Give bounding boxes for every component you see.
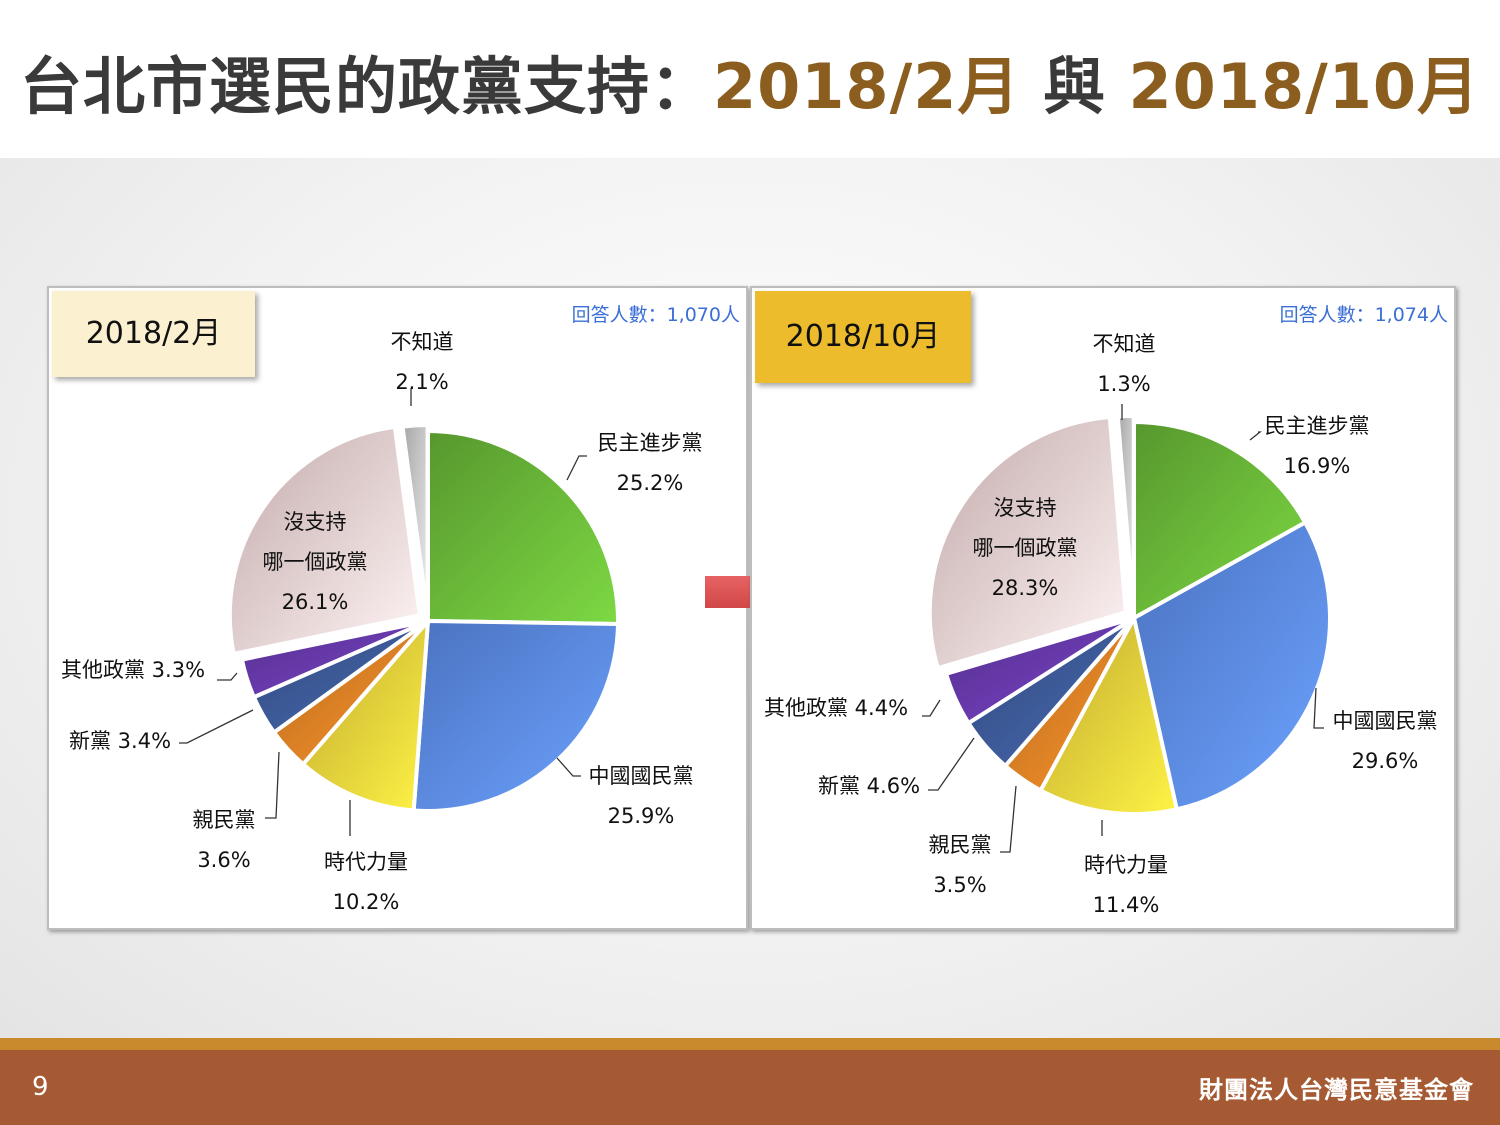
leader-line	[217, 672, 238, 681]
label-dpp-name: 民主進步黨	[597, 431, 703, 455]
label-kmt-value: 29.6%	[1351, 749, 1419, 773]
period-label-feb: 2018/2月	[52, 291, 255, 377]
leader-line	[566, 455, 587, 481]
leader-line	[179, 709, 254, 744]
period-label-oct: 2018/10月	[755, 291, 971, 383]
footer: 9 財團法人台灣民意基金會	[0, 1050, 1500, 1125]
label-unknown-feb: 不知道 2.1%	[372, 322, 472, 402]
pie-slice-1	[1132, 420, 1308, 620]
page-number: 9	[32, 1072, 49, 1102]
leader-line	[265, 751, 280, 819]
label-dpp-value: 25.2%	[616, 471, 684, 495]
label-dpp-oct: 民主進步黨 16.9%	[1252, 406, 1382, 486]
footer-accent-line	[0, 1038, 1500, 1050]
pie-slice-2	[1132, 520, 1332, 812]
label-none-oct: 沒支持 哪一個政黨 28.3%	[955, 488, 1095, 608]
label-kmt-value: 25.9%	[607, 804, 675, 828]
respondents-oct: 回答人數：1,074人	[1279, 304, 1448, 326]
label-unknown-value: 1.3%	[1097, 372, 1151, 396]
title-period-2: 2018/10月	[1128, 50, 1481, 123]
chart-panel-feb: 2018/2月 回答人數：1,070人 不知道 2.1% 民主進步黨 25.2%…	[47, 286, 748, 930]
title-period-1: 2018/2月	[713, 50, 1021, 123]
label-other-oct: 其他政黨 4.4%	[764, 696, 909, 720]
label-dpp-feb: 民主進步黨 25.2%	[585, 423, 715, 503]
pie-slice-2	[411, 619, 620, 813]
label-none-line2: 哪一個政黨	[972, 536, 1078, 560]
label-pfp-value: 3.6%	[197, 848, 251, 872]
label-dpp-name: 民主進步黨	[1264, 414, 1370, 438]
label-unknown-oct: 不知道 1.3%	[1074, 324, 1174, 404]
pie-slice-6	[239, 619, 430, 700]
leader-line	[556, 757, 581, 777]
label-npp-feb: 時代力量 10.2%	[311, 842, 421, 922]
label-npp-name: 時代力量	[1084, 853, 1168, 877]
label-other-feb: 其他政黨 3.3%	[61, 658, 206, 682]
label-none-line2: 哪一個政黨	[262, 550, 368, 574]
leader-line	[1249, 431, 1262, 441]
label-unknown-name: 不知道	[1092, 332, 1156, 356]
label-none-line1: 沒支持	[993, 496, 1057, 520]
pie-slice-6	[944, 616, 1136, 726]
label-npp-value: 11.4%	[1092, 893, 1160, 917]
organization-name: 財團法人台灣民意基金會	[1199, 1076, 1474, 1104]
pie-chart-oct	[922, 404, 1332, 853]
label-kmt-name: 中國國民黨	[588, 764, 694, 788]
label-none-feb: 沒支持 哪一個政黨 26.1%	[245, 502, 385, 622]
label-dpp-value: 16.9%	[1283, 454, 1351, 478]
label-pfp-oct: 親民黨 3.5%	[915, 825, 1005, 905]
label-np-oct: 新黨 4.6%	[818, 774, 921, 798]
pie-slice-7	[227, 424, 422, 656]
chart-panel-oct: 2018/10月 回答人數：1,074人 不知道 1.3% 民主進步黨 16.9…	[750, 286, 1456, 930]
pie-slice-1	[426, 429, 620, 626]
label-none-value: 26.1%	[281, 590, 349, 614]
label-none-value: 28.3%	[991, 576, 1059, 600]
leader-line	[1000, 785, 1017, 853]
label-unknown-value: 2.1%	[395, 370, 449, 394]
label-pfp-name: 親民黨	[928, 833, 992, 857]
pie-chart-feb	[179, 388, 620, 836]
respondents-feb: 回答人數：1,070人	[571, 304, 740, 326]
label-kmt-oct: 中國國民黨 29.6%	[1320, 701, 1450, 781]
title-separator: 與	[1020, 50, 1129, 123]
label-unknown-name: 不知道	[390, 330, 454, 354]
label-npp-oct: 時代力量 11.4%	[1071, 845, 1181, 925]
pie-slice-3	[301, 619, 430, 813]
label-kmt-feb: 中國國民黨 25.9%	[576, 756, 706, 836]
pie-slice-7	[927, 415, 1128, 671]
title-bar: 台北市選民的政黨支持：2018/2月 與 2018/10月	[0, 0, 1500, 158]
title-main: 台北市選民的政黨支持：	[20, 50, 714, 123]
leader-line	[1313, 687, 1324, 729]
pie-slice-8	[1115, 414, 1136, 615]
label-pfp-name: 親民黨	[192, 808, 256, 832]
page-title: 台北市選民的政黨支持：2018/2月 與 2018/10月	[20, 36, 1480, 126]
label-kmt-name: 中國國民黨	[1332, 709, 1438, 733]
pie-slice-8	[400, 423, 430, 618]
pie-slice-3	[1038, 616, 1179, 816]
label-np-feb: 新黨 3.4%	[69, 729, 172, 753]
label-pfp-value: 3.5%	[933, 873, 987, 897]
leader-line	[928, 737, 975, 791]
label-pfp-feb: 親民黨 3.6%	[179, 800, 269, 880]
label-npp-value: 10.2%	[332, 890, 400, 914]
label-npp-name: 時代力量	[324, 850, 408, 874]
leader-line	[922, 699, 941, 717]
label-none-line1: 沒支持	[283, 510, 347, 534]
